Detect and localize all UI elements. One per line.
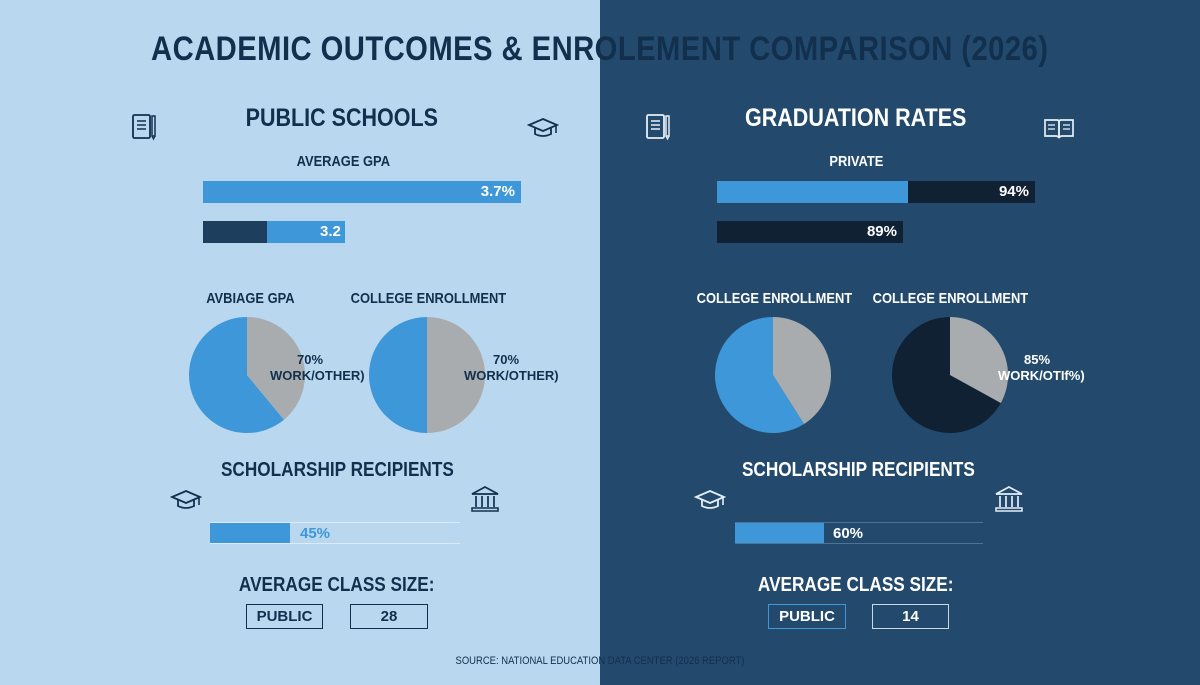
pie-slice-0 bbox=[715, 317, 805, 433]
notebook-icon bbox=[646, 114, 670, 141]
left-pie1-label-text: WORK/OTHER) bbox=[270, 368, 365, 383]
left-bar-group-label: AVERAGE GPA bbox=[243, 153, 443, 170]
left-pie1 bbox=[188, 317, 305, 433]
gpa-bar-public-value: 3.7% bbox=[480, 183, 515, 200]
notebook-icon bbox=[132, 114, 156, 141]
grad-bar-private-fill bbox=[717, 181, 908, 203]
right-scholarship-value: 60% bbox=[833, 525, 864, 542]
left-scholarship-bar-fill bbox=[210, 523, 290, 543]
right-bar-group-label: PRIVATE bbox=[756, 153, 956, 170]
right-pie2-label-text: WORK/OTIf%) bbox=[998, 368, 1085, 383]
right-pie2-title: COLLEGE ENROLLMENT bbox=[860, 290, 1040, 307]
institution-icon bbox=[995, 486, 1023, 512]
right-panel bbox=[600, 0, 1200, 685]
left-section-title-text: PUBLIC SCHOOLS bbox=[245, 104, 439, 132]
open-book-icon bbox=[1044, 119, 1074, 139]
left-scholarship-bar: 45% bbox=[210, 522, 460, 544]
pie-slice-0 bbox=[188, 317, 284, 433]
pie-slice-1 bbox=[950, 317, 1008, 403]
left-pie1-label-value: 70% bbox=[296, 352, 324, 367]
pie-slice-0 bbox=[369, 317, 427, 433]
right-bar-group-label-text: PRIVATE bbox=[828, 153, 883, 170]
right-scholarship-bar-fill bbox=[735, 523, 825, 543]
right-class-size-label: PUBLIC bbox=[768, 604, 846, 629]
right-class-size-title: AVERAGE CLASS SIZE: bbox=[706, 574, 1006, 597]
gpa-bar-public: 3.7% bbox=[203, 181, 521, 203]
main-title: ACADEMIC OUTCOMES & ENROLEMENT COMPARISO… bbox=[0, 30, 1200, 69]
left-class-size-value: 28 bbox=[350, 604, 428, 629]
institution-icon bbox=[471, 486, 499, 512]
right-scholarship-bar: 60% bbox=[735, 522, 983, 544]
left-pie2-label-text: WORK/OTHER) bbox=[464, 368, 559, 383]
left-pie1-label: 70% WORK/OTHER) bbox=[270, 352, 365, 384]
left-class-size-label: PUBLIC bbox=[246, 604, 323, 629]
source-note: SOURCE: NATIONAL EDUCATION DATA CENTER (… bbox=[0, 655, 1200, 667]
pie-slice-0 bbox=[892, 317, 1001, 433]
right-pie1 bbox=[715, 317, 831, 433]
right-pie1-title: COLLEGE ENROLLMENT bbox=[684, 290, 864, 307]
right-pie2-title-text: COLLEGE ENROLLMENT bbox=[872, 290, 1029, 307]
gpa-bar-second-value: 3.2 bbox=[320, 223, 341, 240]
right-class-size-value: 14 bbox=[872, 604, 949, 629]
left-scholarship-value: 45% bbox=[300, 525, 331, 542]
left-scholarship-title-text: SCHOLARSHIP RECIPIENTS bbox=[220, 459, 454, 481]
left-class-size-title: AVERAGE CLASS SIZE: bbox=[187, 574, 487, 597]
grad-bar-second: 89% bbox=[717, 221, 903, 243]
left-pie2-label: 70% WORK/OTHER) bbox=[464, 352, 559, 384]
pie-slice-1 bbox=[427, 317, 485, 433]
left-pie2 bbox=[369, 317, 485, 433]
pie-slice-1 bbox=[773, 317, 831, 424]
grad-bar-second-value: 89% bbox=[866, 223, 897, 240]
main-title-text: ACADEMIC OUTCOMES & ENROLEMENT COMPARISO… bbox=[151, 30, 1049, 68]
graduation-cap-icon bbox=[527, 118, 559, 137]
gpa-bar-second: 3.2 bbox=[203, 221, 345, 243]
gpa-bar-second-fill bbox=[203, 221, 267, 243]
left-class-size-title-text: AVERAGE CLASS SIZE: bbox=[239, 574, 435, 596]
right-pie2 bbox=[892, 317, 1008, 433]
left-bar-group-label-text: AVERAGE GPA bbox=[296, 153, 390, 170]
graduation-cap-icon bbox=[170, 490, 202, 509]
right-section-title-text: GRADUATION RATES bbox=[745, 104, 967, 132]
right-pie2-label: 85% WORK/OTIf%) bbox=[998, 352, 1085, 384]
source-note-text: SOURCE: NATIONAL EDUCATION DATA CENTER (… bbox=[455, 655, 745, 667]
grad-bar-private-value: 94% bbox=[998, 183, 1029, 200]
right-pie2-label-value: 85% bbox=[1023, 352, 1051, 367]
left-pie2-label-value: 70% bbox=[492, 352, 520, 367]
gpa-bar-public-fill bbox=[203, 181, 521, 203]
right-scholarship-title: SCHOLARSHIP RECIPIENTS bbox=[708, 459, 1008, 482]
pie-slice-1 bbox=[247, 317, 305, 420]
right-scholarship-title-text: SCHOLARSHIP RECIPIENTS bbox=[741, 459, 975, 481]
grad-bar-private: 94% bbox=[717, 181, 1035, 203]
graduation-cap-icon bbox=[694, 490, 726, 509]
left-pie1-title-text: AVBIAGE GPA bbox=[205, 290, 295, 307]
left-panel bbox=[0, 0, 600, 685]
right-pie1-title-text: COLLEGE ENROLLMENT bbox=[696, 290, 853, 307]
right-class-size-title-text: AVERAGE CLASS SIZE: bbox=[758, 574, 954, 596]
left-pie2-title: COLLEGE ENROLLMENT bbox=[338, 290, 518, 307]
left-scholarship-title: SCHOLARSHIP RECIPIENTS bbox=[187, 459, 487, 482]
left-pie2-title-text: COLLEGE ENROLLMENT bbox=[350, 290, 507, 307]
right-section-title: GRADUATION RATES bbox=[714, 104, 998, 133]
left-pie1-title: AVBIAGE GPA bbox=[170, 290, 330, 307]
left-section-title: PUBLIC SCHOOLS bbox=[200, 104, 484, 133]
